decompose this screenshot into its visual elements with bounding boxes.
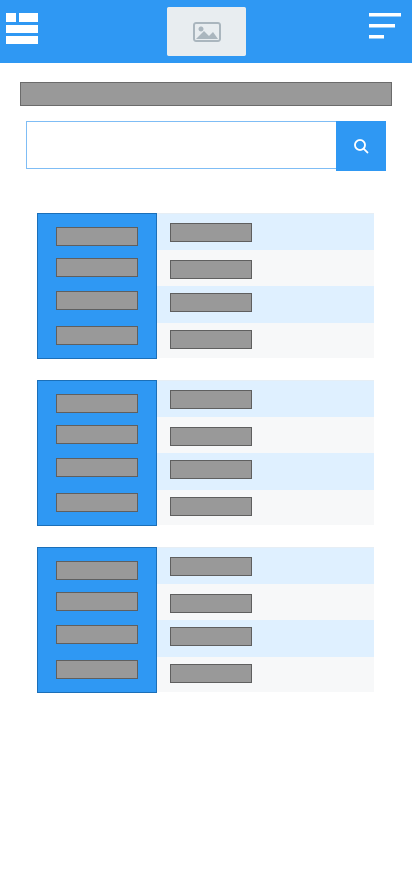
- card-sidebar: [37, 547, 157, 693]
- list-item[interactable]: [157, 490, 374, 525]
- row-value-placeholder: [170, 627, 252, 646]
- side-label-placeholder: [56, 394, 138, 413]
- image-placeholder-icon: [193, 22, 221, 42]
- card-rows: [157, 380, 374, 525]
- row-value-placeholder: [170, 390, 252, 409]
- app-header: [0, 0, 412, 63]
- side-label-placeholder: [56, 561, 138, 580]
- list-card[interactable]: [37, 380, 375, 526]
- side-label-placeholder: [56, 291, 138, 310]
- side-label-placeholder: [56, 493, 138, 512]
- row-value-placeholder: [170, 293, 252, 312]
- list-item[interactable]: [157, 381, 374, 417]
- list-item[interactable]: [157, 548, 374, 584]
- list-item[interactable]: [157, 620, 374, 657]
- list-item[interactable]: [157, 250, 374, 286]
- search-icon: [353, 138, 369, 154]
- list-item[interactable]: [157, 584, 374, 620]
- list-card[interactable]: [37, 547, 375, 693]
- list-card[interactable]: [37, 213, 375, 359]
- page-title-placeholder: [20, 82, 392, 106]
- row-value-placeholder: [170, 460, 252, 479]
- row-value-placeholder: [170, 223, 252, 242]
- list-item[interactable]: [157, 286, 374, 323]
- row-value-placeholder: [170, 497, 252, 516]
- grid-list-icon[interactable]: [6, 13, 38, 45]
- row-value-placeholder: [170, 557, 252, 576]
- card-sidebar: [37, 213, 157, 359]
- card-sidebar: [37, 380, 157, 526]
- side-label-placeholder: [56, 227, 138, 246]
- list-item[interactable]: [157, 417, 374, 453]
- side-label-placeholder: [56, 625, 138, 644]
- search-button[interactable]: [336, 121, 386, 171]
- list-item[interactable]: [157, 453, 374, 490]
- row-value-placeholder: [170, 664, 252, 683]
- row-value-placeholder: [170, 260, 252, 279]
- list-item[interactable]: [157, 657, 374, 692]
- logo-placeholder: [167, 7, 246, 56]
- list-item[interactable]: [157, 214, 374, 250]
- card-rows: [157, 213, 374, 358]
- side-label-placeholder: [56, 458, 138, 477]
- side-label-placeholder: [56, 326, 138, 345]
- side-label-placeholder: [56, 592, 138, 611]
- card-rows: [157, 547, 374, 692]
- side-label-placeholder: [56, 258, 138, 277]
- search-input[interactable]: [26, 121, 350, 169]
- side-label-placeholder: [56, 660, 138, 679]
- search-bar: [26, 121, 386, 171]
- hamburger-menu-icon[interactable]: [369, 13, 401, 43]
- row-value-placeholder: [170, 330, 252, 349]
- row-value-placeholder: [170, 427, 252, 446]
- row-value-placeholder: [170, 594, 252, 613]
- list-item[interactable]: [157, 323, 374, 358]
- side-label-placeholder: [56, 425, 138, 444]
